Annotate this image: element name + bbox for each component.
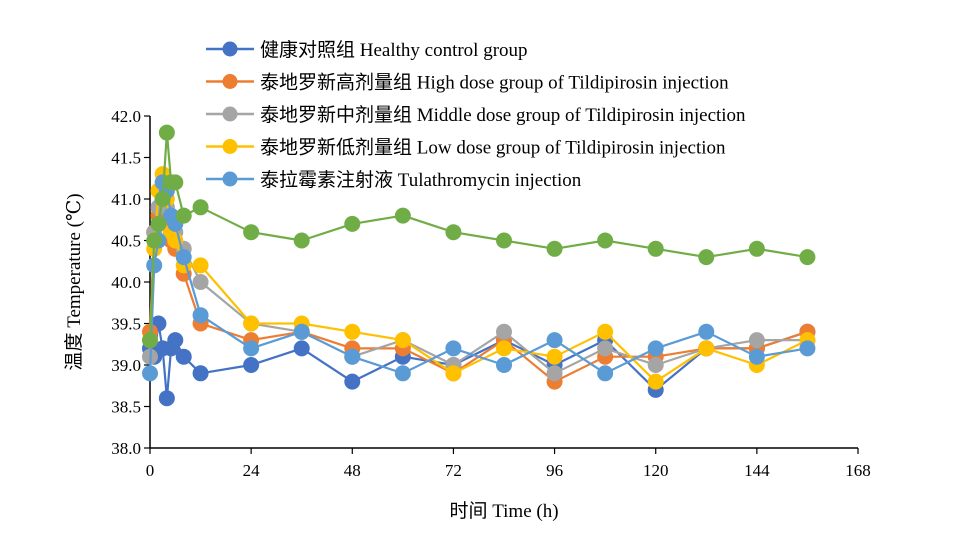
data-point	[546, 365, 563, 382]
data-point	[192, 274, 209, 290]
data-point	[546, 332, 563, 349]
data-point	[175, 348, 192, 365]
legend-label: 泰地罗新低剂量组 Low dose group of Tildipirosin …	[260, 137, 726, 159]
x-tick-label: 96	[546, 461, 563, 480]
data-point	[344, 323, 361, 340]
data-point	[142, 365, 158, 382]
data-point	[142, 332, 158, 349]
data-point	[647, 357, 664, 373]
data-point	[647, 240, 664, 257]
data-point	[192, 307, 209, 324]
y-tick-label: 39.0	[111, 356, 141, 375]
data-point	[748, 348, 765, 365]
data-point	[243, 224, 260, 241]
data-point	[243, 315, 260, 332]
data-point	[597, 340, 614, 357]
y-tick-label: 38.5	[111, 398, 141, 417]
data-point	[175, 249, 192, 266]
axes: 0 24 48 72 96 120 144 168 38.0 38.5 39.0 39.5 40.0 40…	[111, 107, 871, 480]
data-point	[799, 340, 816, 357]
x-tick-label: 168	[845, 461, 871, 480]
data-point	[647, 340, 664, 357]
data-point	[192, 199, 209, 216]
x-tick-label: 144	[744, 461, 770, 480]
legend-item-5: 泰拉霉素注射液 Tulathromycin injection	[206, 169, 582, 191]
data-point	[175, 207, 192, 224]
x-tick-label: 24	[243, 461, 261, 480]
legend: 健康对照组 Healthy control group 泰地罗新高剂量组 High…	[206, 39, 746, 191]
data-point	[546, 240, 563, 257]
data-point	[496, 232, 512, 249]
data-point	[698, 249, 715, 266]
y-tick-label: 40.5	[111, 232, 141, 251]
data-point	[243, 340, 260, 357]
data-point	[167, 174, 184, 191]
data-point	[597, 232, 614, 249]
data-point	[748, 240, 765, 257]
data-point	[445, 365, 462, 382]
y-axis-title: 温度 Temperature (℃)	[63, 193, 85, 370]
data-point	[698, 340, 715, 357]
data-point	[597, 365, 614, 382]
legend-item-1: 健康对照组 Healthy control group	[206, 39, 528, 61]
y-tick-label: 41.0	[111, 190, 141, 209]
data-point	[597, 323, 614, 340]
data-point	[394, 207, 411, 224]
data-point	[243, 357, 260, 373]
data-point	[647, 373, 664, 390]
data-point	[150, 215, 167, 232]
x-tick-label: 48	[344, 461, 361, 480]
legend-item-3: 泰地罗新中剂量组 Middle dose group of Tildipiros…	[206, 104, 746, 126]
data-point	[192, 257, 209, 274]
data-point	[154, 191, 171, 207]
data-point	[394, 332, 411, 349]
series-layer	[142, 124, 816, 407]
data-point	[167, 332, 184, 349]
data-point	[293, 232, 310, 249]
data-point	[293, 340, 310, 357]
data-point	[192, 365, 209, 382]
legend-label: 泰地罗新中剂量组 Middle dose group of Tildipiros…	[260, 104, 746, 126]
data-point	[344, 348, 361, 365]
legend-marker-swatch	[222, 171, 238, 187]
data-point	[344, 215, 361, 232]
legend-label: 泰拉霉素注射液 Tulathromycin injection	[260, 169, 582, 191]
legend-item-2: 泰地罗新高剂量组 High dose group of Tildipirosin…	[206, 72, 729, 94]
series-6	[142, 124, 816, 349]
legend-marker-swatch	[222, 106, 238, 122]
y-tick-label: 38.0	[111, 439, 141, 458]
y-tick-label: 40.0	[111, 273, 141, 292]
legend-marker-swatch	[222, 139, 238, 154]
y-tick-label: 39.5	[111, 315, 141, 334]
x-axis-title: 时间 Time (h)	[449, 500, 558, 522]
data-point	[496, 357, 512, 373]
data-point	[445, 224, 462, 241]
data-point	[158, 390, 175, 407]
legend-item-4: 泰地罗新低剂量组 Low dose group of Tildipirosin …	[206, 137, 726, 159]
x-tick-label: 0	[146, 461, 155, 480]
legend-marker-swatch	[222, 41, 238, 57]
data-point	[546, 348, 563, 365]
data-point	[799, 249, 816, 266]
x-tick-label: 72	[445, 461, 462, 480]
data-point	[496, 340, 512, 357]
x-tick-label: 120	[643, 461, 669, 480]
y-tick-label: 42.0	[111, 107, 141, 126]
data-point	[394, 365, 411, 382]
data-point	[496, 323, 512, 340]
y-tick-label: 41.5	[111, 149, 141, 168]
legend-label: 泰地罗新高剂量组 High dose group of Tildipirosin…	[260, 72, 729, 94]
legend-label: 健康对照组 Healthy control group	[260, 39, 528, 61]
data-point	[748, 332, 765, 349]
data-point	[146, 232, 163, 249]
data-point	[445, 340, 462, 357]
legend-marker-swatch	[222, 74, 238, 89]
data-point	[293, 323, 310, 340]
data-point	[698, 323, 715, 340]
data-point	[158, 124, 175, 141]
data-point	[344, 373, 361, 390]
